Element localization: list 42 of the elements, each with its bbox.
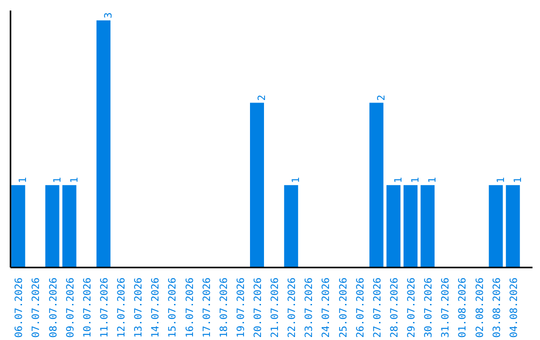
- data-label: 1: [18, 177, 30, 184]
- x-tick-label: 04.08.2026: [508, 277, 520, 338]
- x-tick-label: 22.07.2026: [287, 277, 298, 338]
- x-tick-label: 12.07.2026: [116, 277, 128, 338]
- data-label: 1: [410, 177, 422, 184]
- x-tick-label: 24.07.2026: [321, 277, 332, 338]
- x-tick-label: 23.07.2026: [304, 277, 316, 338]
- x-tick-label: 06.07.2026: [14, 277, 26, 338]
- data-label: 1: [428, 177, 439, 184]
- x-tick-label: 09.07.2026: [65, 277, 76, 338]
- x-tick-label: 26.07.2026: [355, 277, 366, 338]
- x-tick-label: 31.07.2026: [440, 277, 452, 338]
- data-label: 1: [52, 177, 64, 184]
- data-label: 1: [496, 177, 507, 184]
- x-tick-label: 20.07.2026: [253, 277, 264, 338]
- x-tick-label: 08.07.2026: [48, 277, 60, 338]
- x-tick-label: 03.08.2026: [492, 277, 503, 338]
- x-tick-label: 15.07.2026: [168, 277, 179, 338]
- x-tick-label: 29.07.2026: [406, 277, 418, 338]
- x-tick-label: 27.07.2026: [372, 277, 384, 338]
- data-label: 1: [69, 177, 80, 184]
- x-tick-label: 28.07.2026: [389, 277, 400, 338]
- data-label: 3: [103, 12, 114, 18]
- x-tick-label: 01.08.2026: [458, 277, 469, 338]
- x-tick-label: 10.07.2026: [82, 277, 94, 338]
- data-label: 2: [257, 94, 268, 101]
- x-tick-label: 11.07.2026: [99, 277, 110, 338]
- x-tick-label: 14.07.2026: [150, 277, 162, 338]
- x-tick-label: 21.07.2026: [270, 277, 282, 338]
- x-tick-label: 30.07.2026: [424, 277, 435, 338]
- data-label: 1: [393, 177, 404, 184]
- data-label: 1: [512, 177, 524, 184]
- x-tick-label: 17.07.2026: [202, 277, 213, 338]
- x-tick-label: 07.07.2026: [31, 277, 42, 338]
- x-tick-label: 25.07.2026: [338, 277, 350, 338]
- x-tick-label: 18.07.2026: [218, 277, 230, 338]
- data-label: 1: [291, 177, 302, 184]
- data-label: 2: [376, 94, 388, 101]
- x-tick-label: 19.07.2026: [236, 277, 247, 338]
- x-tick-label: 16.07.2026: [184, 277, 196, 338]
- x-tick-label: 02.08.2026: [474, 277, 486, 338]
- x-tick-label: 13.07.2026: [134, 277, 145, 338]
